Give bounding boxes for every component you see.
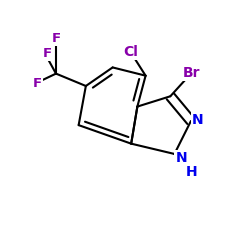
Text: F: F — [43, 46, 52, 60]
Text: F: F — [52, 32, 60, 45]
Text: N: N — [176, 151, 187, 165]
Text: Cl: Cl — [124, 45, 138, 59]
Text: Br: Br — [183, 66, 201, 80]
Text: F: F — [33, 78, 42, 90]
Text: H: H — [186, 166, 198, 179]
Text: N: N — [192, 113, 203, 127]
